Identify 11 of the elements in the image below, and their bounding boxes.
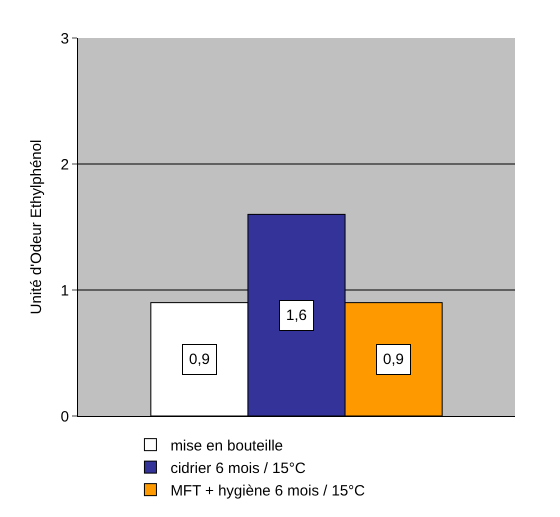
y-axis-title: Unité d'Odeur Ethylphénol xyxy=(28,140,45,314)
legend-label: cidrier 6 mois / 15°C xyxy=(170,460,306,477)
y-tick-label: 1 xyxy=(60,282,69,300)
data-label: 0,9 xyxy=(383,351,404,368)
legend-label: mise en bouteille xyxy=(170,437,284,454)
y-tick-label: 2 xyxy=(60,156,69,174)
data-label: 1,6 xyxy=(286,307,307,324)
legend-label: MFT + hygiène 6 mois / 15°C xyxy=(170,482,366,500)
y-tick-label: 3 xyxy=(60,30,69,48)
data-label: 0,9 xyxy=(189,351,210,368)
y-tick-label: 0 xyxy=(60,408,69,426)
